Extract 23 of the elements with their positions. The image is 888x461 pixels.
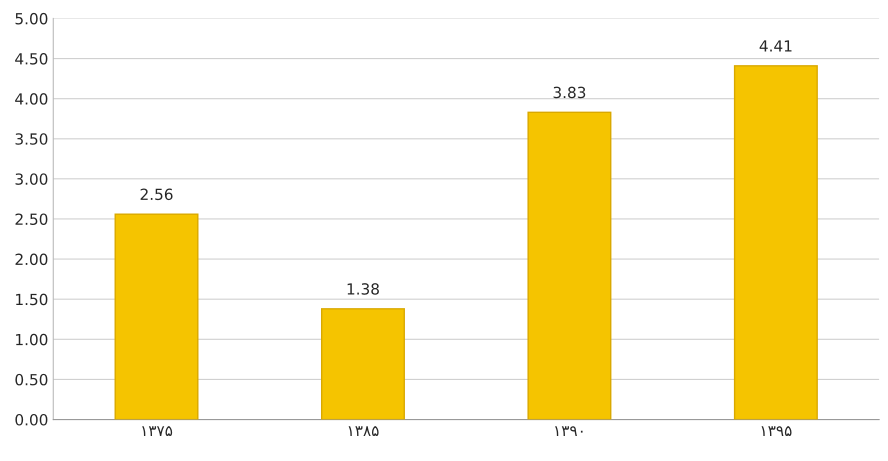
data-label: 1.38 <box>348 283 379 295</box>
x-tick-label: ۱۳۷۵ <box>142 426 172 436</box>
y-tick-label: 4.50 <box>15 53 48 65</box>
y-tick-label: 0.00 <box>15 414 48 426</box>
y-tick-label: 1.00 <box>16 334 48 346</box>
bar <box>527 112 612 420</box>
x-tick-label: ۱۳۸۵ <box>348 426 379 436</box>
bar <box>320 308 405 420</box>
x-tick-label: ۱۳۹۰ <box>555 426 583 436</box>
bar <box>114 213 198 420</box>
y-tick-label: 2.00 <box>16 254 48 266</box>
y-tick-label: 3.00 <box>16 173 48 185</box>
y-tick-label: 0.50 <box>15 374 48 386</box>
y-tick-label: 3.50 <box>16 133 48 145</box>
y-tick-label: 1.50 <box>16 294 48 306</box>
x-tick-label: ۱۳۹۵ <box>762 426 792 436</box>
y-tick-label: 2.50 <box>16 213 48 225</box>
y-tick-label: 4.00 <box>15 93 48 105</box>
data-label: 3.83 <box>554 86 586 98</box>
bar <box>734 65 818 420</box>
data-label: 2.56 <box>140 188 173 200</box>
y-tick-label: 5.00 <box>16 12 48 24</box>
data-label: 4.41 <box>760 40 792 52</box>
